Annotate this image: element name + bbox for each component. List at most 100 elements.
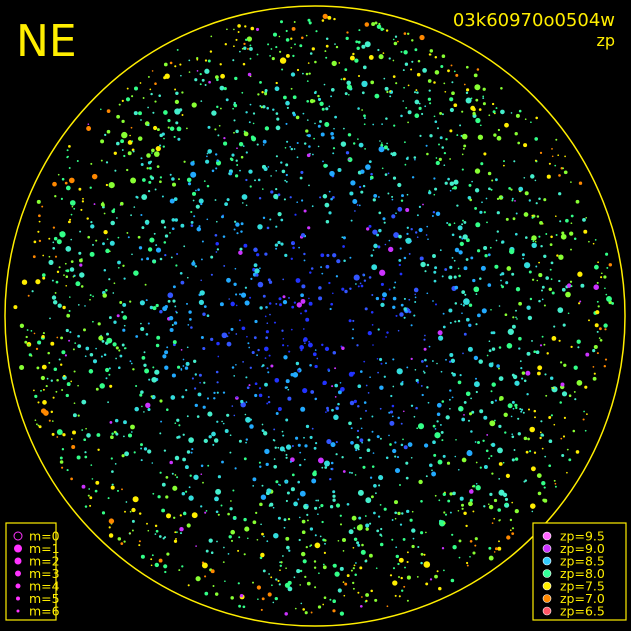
star-dot [317,513,319,516]
star-dot [393,232,400,239]
star-dot [84,305,86,307]
star-dot [295,115,300,120]
star-dot [372,249,375,251]
star-dot [264,88,268,93]
star-dot [474,84,481,91]
image-id: 03k60970o0504w [453,10,615,31]
star-dot [406,509,410,514]
star-dot [159,471,162,474]
star-dot [441,439,444,442]
star-dot [97,322,101,326]
star-dot [369,376,371,379]
star-dot [64,181,68,185]
star-dot [554,482,557,485]
star-dot [259,556,263,560]
star-dot [378,211,382,215]
star-dot [236,396,238,399]
star-dot [265,330,269,334]
star-dot [237,582,240,585]
star-dot [326,406,329,410]
star-dot [216,540,218,543]
star-dot [528,270,532,274]
star-dot [122,315,128,320]
star-dot [509,518,513,522]
star-dot [438,499,441,502]
star-dot [604,358,608,361]
star-dot [410,456,413,459]
star-dot [442,492,446,496]
star-dot [179,271,183,275]
star-dot [515,406,518,410]
star-dot [216,78,219,82]
star-dot [498,367,500,370]
star-dot [288,549,291,552]
star-dot [176,252,179,256]
star-dot [453,185,458,190]
star-dot [68,339,71,342]
star-dot [203,305,207,308]
zp-marker [542,556,552,566]
star-dot [333,127,335,130]
star-dot [263,166,268,172]
star-dot [572,429,576,433]
star-dot [438,337,441,340]
star-dot [150,92,153,96]
star-dot [475,293,478,295]
star-dot [541,298,544,301]
star-dot [252,520,257,525]
star-dot [103,269,107,272]
star-dot [65,269,68,272]
star-dot [340,386,345,392]
star-dot [337,588,342,593]
star-dot [101,511,106,515]
star-dot [514,232,518,236]
star-dot [498,305,501,307]
star-dot [523,143,528,148]
star-dot [207,464,210,467]
star-dot [285,53,290,58]
star-dot [458,408,462,411]
star-dot [523,379,527,383]
star-dot [364,41,371,48]
star-dot [401,589,404,592]
star-dot [371,22,376,27]
star-dot [525,450,529,454]
star-dot [37,424,40,427]
star-dot [117,266,120,269]
star-dot [441,113,444,116]
star-dot [583,229,588,234]
star-dot [69,296,71,298]
star-dot [230,500,232,502]
star-dot [496,230,499,233]
star-dot [506,535,511,540]
star-dot [176,418,180,422]
star-dot [248,169,253,174]
star-dot [512,316,515,319]
star-dot [510,112,513,114]
star-dot [387,148,390,151]
star-dot [533,451,537,454]
star-dot [552,387,555,389]
star-dot [330,461,334,465]
star-dot [108,316,112,320]
star-dot [280,561,283,564]
star-dot [38,425,42,429]
star-dot [415,378,419,383]
star-dot [354,573,357,576]
star-dot [239,594,244,598]
star-dot [569,280,573,283]
star-dot [41,273,46,277]
star-dot [360,549,366,555]
star-dot [410,228,413,231]
star-dot [453,70,456,73]
star-dot [376,233,380,237]
star-dot [465,317,470,322]
star-dot [147,407,151,412]
star-dot [361,44,366,49]
star-dot [179,526,184,532]
star-dot [108,181,115,189]
star-dot [235,333,238,335]
star-dot [398,557,404,563]
star-dot [494,264,499,269]
star-dot [355,449,358,452]
